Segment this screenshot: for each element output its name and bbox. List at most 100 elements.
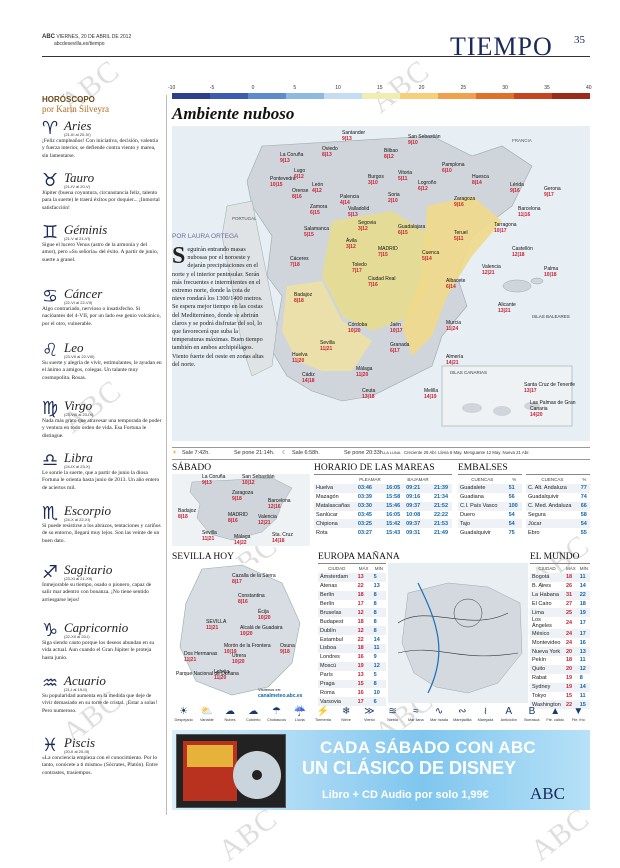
city-temps: 8|18 bbox=[178, 514, 188, 520]
city-temps: 9|18 bbox=[232, 496, 242, 502]
city-label: Barcelona 11|16 bbox=[518, 206, 541, 218]
table-row: Tajo 54 bbox=[458, 519, 522, 529]
table-row: Quito 20 12 bbox=[530, 664, 590, 674]
table-cell: 6 bbox=[371, 697, 386, 707]
table-cell: 9 bbox=[373, 654, 377, 661]
city-temps: 9|18 bbox=[280, 649, 290, 655]
table-cell: Bruselas bbox=[318, 608, 356, 618]
city-temps: 6|17 bbox=[390, 348, 400, 354]
table-cell: 75 bbox=[508, 529, 515, 536]
legend-label: Fte. frío bbox=[571, 718, 585, 722]
table-row: C. Alt. Andaluza 77 bbox=[526, 483, 590, 493]
table-row: Bruselas 12 8 bbox=[318, 608, 386, 618]
city-name: Badajoz bbox=[294, 292, 313, 298]
table-row: Júcar 54 bbox=[526, 519, 590, 529]
table-cell: 03:39 bbox=[357, 494, 372, 501]
city-label: Sevilla 11|21 bbox=[202, 530, 217, 542]
page-header-info: ABC VIERNES, 20 DE ABRIL DE 2012 abcdese… bbox=[42, 34, 131, 48]
sign-text: Algo contrariado, nervioso o insatisfech… bbox=[42, 306, 161, 327]
city-label: Ceuta 13|18 bbox=[362, 388, 375, 400]
city-name: Guadalajara bbox=[398, 224, 426, 230]
sign-text: Sigue el lucero Venus (astro de la armon… bbox=[42, 242, 159, 263]
table-cell: 13 bbox=[357, 672, 364, 679]
city-name: León bbox=[312, 182, 324, 188]
city-name: Parque Nacional de Doñana bbox=[176, 671, 239, 677]
city-label: Orense 8|16 bbox=[292, 188, 308, 200]
city-label: Guadalajara 6|15 bbox=[398, 224, 425, 236]
table-cell: 21:53 bbox=[431, 519, 452, 529]
column-divider bbox=[166, 95, 167, 815]
city-name: Valencia bbox=[258, 514, 277, 520]
table-cell: 22 bbox=[563, 700, 578, 710]
city-name: Osuna bbox=[280, 643, 295, 649]
city-temps: 5|13 bbox=[348, 212, 358, 218]
legend-label: Viento bbox=[364, 718, 375, 722]
city-temps: 10|17 bbox=[494, 228, 507, 234]
scale-label: -5 bbox=[209, 85, 215, 91]
city-name: Dos Hermanas bbox=[184, 651, 218, 657]
scale-label: 30 bbox=[502, 85, 508, 91]
city-name: Pamplona bbox=[442, 162, 465, 168]
table-cell: C. Alt. Andaluza bbox=[526, 483, 579, 493]
table-cell: 16:05 bbox=[386, 512, 401, 518]
city-temps: 6|12 bbox=[294, 174, 304, 180]
web-link[interactable]: abcdesevilla.es/tiempo bbox=[54, 41, 105, 47]
sign-dates: (21-V al 21-VI) bbox=[64, 236, 91, 241]
city-temps: 11|16 bbox=[518, 212, 531, 218]
city-temps: 11|21 bbox=[320, 346, 333, 352]
table-cell: 8 bbox=[371, 608, 386, 618]
city-temps: 7|15 bbox=[378, 252, 388, 258]
table-row: Dublín 12 8 bbox=[318, 626, 386, 636]
table-cell: Ámsterdam bbox=[318, 572, 356, 582]
scale-segment bbox=[514, 93, 552, 99]
sun-moon-bar: ☀ Sale 7:42h. Se pone 21:14h. ☾ Sale 6:5… bbox=[172, 447, 590, 460]
city-name: Valencia bbox=[482, 264, 501, 270]
city-label: Santa Cruz de Tenerife 13|17 bbox=[524, 382, 575, 394]
city-label: Huelva 11|20 bbox=[292, 352, 308, 364]
city-label: Zaragoza 9|18 bbox=[232, 490, 253, 502]
table-cell: 12 bbox=[577, 664, 590, 674]
sign-dates: (23-VII al 22-VIII) bbox=[64, 354, 95, 359]
city-temps: 14|22 bbox=[234, 540, 247, 546]
city-label: Écija 10|20 bbox=[258, 609, 271, 621]
city-name: Lebrija bbox=[214, 669, 230, 675]
table-cell: Mazagón bbox=[316, 494, 339, 501]
sign-dates: (23-XI al 21-XII) bbox=[64, 576, 93, 581]
city-name: Sta. Cruz bbox=[272, 532, 293, 538]
city-name: Cádiz bbox=[302, 372, 315, 378]
reservoirs-title: EMBALSES bbox=[458, 463, 508, 473]
city-label: San Sebastián 10|12 bbox=[242, 474, 275, 486]
city-label: Almería 14|21 bbox=[446, 354, 463, 366]
column-header: MÍN bbox=[374, 565, 383, 571]
table-row: Guadiana 56 bbox=[458, 493, 522, 502]
city-label: Zamora 6|15 bbox=[310, 204, 327, 216]
weather-legend: ☀ Despejado ⛅ Variable ☁ Nubes ☁ Cubierto ☂ Chuba… bbox=[172, 706, 590, 726]
city-temps: 12|16 bbox=[268, 504, 281, 510]
table-cell: Huelva bbox=[314, 483, 356, 493]
table-cell: 03:27 bbox=[357, 529, 372, 536]
table-cell: 15:46 bbox=[384, 501, 405, 511]
table-cell: 56 bbox=[508, 494, 515, 501]
weather-icon: ∿ bbox=[434, 706, 444, 717]
scale-label: 15 bbox=[377, 85, 383, 91]
web-credit-link[interactable]: canalmeteo.abc.es bbox=[258, 693, 303, 699]
table-row: Atenas 22 13 bbox=[318, 582, 386, 591]
city-label: SEVILLA 11|21 bbox=[206, 619, 226, 631]
column-header: MÁX bbox=[358, 565, 369, 571]
sign-text: Inmejorable su tiempo, osado o pionero, … bbox=[42, 582, 152, 603]
city-temps: 3|10 bbox=[368, 180, 378, 186]
table-cell: Atenas bbox=[320, 583, 338, 590]
table-cell: El Cairo bbox=[532, 601, 552, 607]
table-cell: Roma bbox=[320, 689, 335, 696]
table-row: Mazagón 03:39 15:58 09:16 21:34 bbox=[314, 493, 452, 502]
legend-item: ⚡ Tormenta bbox=[311, 706, 334, 722]
city-name: Alicante bbox=[498, 302, 516, 308]
city-label: Osuna 9|18 bbox=[280, 643, 295, 655]
table-cell: 15 bbox=[355, 679, 372, 689]
table-cell: 18 bbox=[357, 618, 364, 625]
table-header-row: CIUDAD MÁX MÍN bbox=[318, 564, 386, 573]
city-name: Bilbao bbox=[384, 148, 398, 154]
disney-advert[interactable]: CADA SÁBADO CON ABC UN CLÁSICO DE DISNEY… bbox=[172, 730, 590, 810]
city-name: Teruel bbox=[454, 230, 468, 236]
